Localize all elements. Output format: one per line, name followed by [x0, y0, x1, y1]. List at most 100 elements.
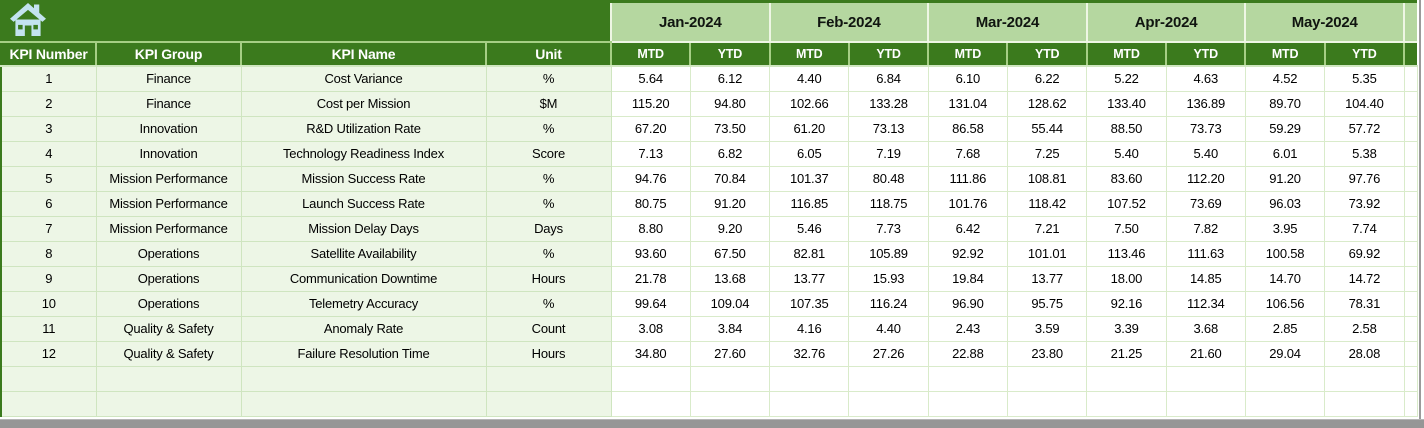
- cell-unit[interactable]: Days: [485, 215, 612, 242]
- cell-value[interactable]: 70.84: [689, 165, 771, 192]
- cell-value[interactable]: 34.80: [610, 340, 691, 367]
- cell-value[interactable]: 2.58: [1324, 315, 1405, 342]
- cell-value[interactable]: 7.21: [1006, 215, 1088, 242]
- cell-value[interactable]: 73.69: [1165, 190, 1246, 217]
- cell-value[interactable]: 73.50: [689, 115, 771, 142]
- cell-name[interactable]: Cost per Mission: [240, 90, 487, 117]
- cell-value[interactable]: 3.95: [1244, 215, 1326, 242]
- cell-value[interactable]: 133.28: [848, 90, 929, 117]
- cell-value[interactable]: 6.42: [927, 215, 1008, 242]
- cell-value[interactable]: 13.77: [769, 265, 850, 292]
- cell-num[interactable]: 1: [0, 65, 97, 92]
- cell-value[interactable]: 27.60: [689, 340, 771, 367]
- sub-header-ytd-3[interactable]: YTD: [1006, 42, 1087, 67]
- cell-value[interactable]: 13.68: [689, 265, 771, 292]
- cell-value[interactable]: 99.64: [610, 290, 691, 317]
- cell-unit[interactable]: %: [485, 65, 612, 92]
- cell-value[interactable]: 4.16: [769, 315, 850, 342]
- cell-value[interactable]: 8.80: [610, 215, 691, 242]
- cell-value[interactable]: 7.68: [927, 140, 1008, 167]
- sub-header-ytd-2[interactable]: YTD: [847, 42, 929, 67]
- cell-group[interactable]: Quality & Safety: [95, 340, 242, 367]
- cell-group[interactable]: Operations: [95, 240, 242, 267]
- cell-num[interactable]: 3: [0, 115, 97, 142]
- cell-group[interactable]: Mission Performance: [95, 190, 242, 217]
- cell-value[interactable]: 100.58: [1244, 240, 1326, 267]
- cell-num[interactable]: 4: [0, 140, 97, 167]
- sub-header-ytd-1[interactable]: YTD: [689, 42, 770, 67]
- cell-value[interactable]: 7.50: [1086, 215, 1167, 242]
- cell-value[interactable]: 59.29: [1244, 115, 1326, 142]
- sub-header-ytd-5[interactable]: YTD: [1323, 42, 1405, 67]
- cell-value[interactable]: 4.40: [848, 315, 929, 342]
- cell-group[interactable]: Mission Performance: [95, 165, 242, 192]
- cell-value[interactable]: 5.35: [1324, 65, 1405, 92]
- empty-cell[interactable]: [1244, 390, 1326, 417]
- cell-value[interactable]: 6.10: [927, 65, 1008, 92]
- empty-cell[interactable]: [95, 390, 242, 417]
- month-header-1[interactable]: Jan-2024: [610, 1, 770, 43]
- cell-value[interactable]: 22.88: [927, 340, 1008, 367]
- month-header-3[interactable]: Mar-2024: [927, 1, 1087, 43]
- cell-value[interactable]: 5.64: [610, 65, 691, 92]
- cell-value[interactable]: 107.52: [1086, 190, 1167, 217]
- empty-cell[interactable]: [848, 365, 929, 392]
- cell-unit[interactable]: %: [485, 240, 612, 267]
- cell-value[interactable]: 82.81: [769, 240, 850, 267]
- sub-header-ytd-4[interactable]: YTD: [1165, 42, 1246, 67]
- sub-header-mtd-4[interactable]: MTD: [1085, 42, 1167, 67]
- cell-value[interactable]: 111.86: [927, 165, 1008, 192]
- cell-value[interactable]: 21.78: [610, 265, 691, 292]
- cell-group[interactable]: Finance: [95, 65, 242, 92]
- cell-unit[interactable]: Hours: [485, 340, 612, 367]
- sub-header-mtd-5[interactable]: MTD: [1244, 42, 1325, 67]
- cell-value[interactable]: 57.72: [1324, 115, 1405, 142]
- cell-num[interactable]: 7: [0, 215, 97, 242]
- cell-value[interactable]: 116.85: [769, 190, 850, 217]
- cell-value[interactable]: 7.13: [610, 140, 691, 167]
- cell-value[interactable]: 3.68: [1165, 315, 1246, 342]
- cell-value[interactable]: 95.75: [1006, 290, 1088, 317]
- cell-value[interactable]: 9.20: [689, 215, 771, 242]
- cell-name[interactable]: Telemetry Accuracy: [240, 290, 487, 317]
- cell-num[interactable]: 2: [0, 90, 97, 117]
- cell-value[interactable]: 6.12: [689, 65, 771, 92]
- cell-name[interactable]: Satellite Availability: [240, 240, 487, 267]
- cell-value[interactable]: 67.20: [610, 115, 691, 142]
- cell-value[interactable]: 92.16: [1086, 290, 1167, 317]
- cell-value[interactable]: 14.85: [1165, 265, 1246, 292]
- cell-group[interactable]: Operations: [95, 265, 242, 292]
- cell-unit[interactable]: Score: [485, 140, 612, 167]
- cell-value[interactable]: 4.40: [769, 65, 850, 92]
- cell-value[interactable]: 128.62: [1006, 90, 1088, 117]
- cell-value[interactable]: 96.03: [1244, 190, 1326, 217]
- cell-value[interactable]: 101.01: [1006, 240, 1088, 267]
- cell-value[interactable]: 101.76: [927, 190, 1008, 217]
- cell-value[interactable]: 86.58: [927, 115, 1008, 142]
- cell-name[interactable]: Communication Downtime: [240, 265, 487, 292]
- cell-value[interactable]: 5.40: [1086, 140, 1167, 167]
- cell-num[interactable]: 10: [0, 290, 97, 317]
- cell-value[interactable]: 4.63: [1165, 65, 1246, 92]
- home-button[interactable]: [9, 3, 49, 37]
- cell-unit[interactable]: %: [485, 115, 612, 142]
- cell-value[interactable]: 55.44: [1006, 115, 1088, 142]
- empty-cell[interactable]: [485, 365, 612, 392]
- empty-cell[interactable]: [1006, 390, 1088, 417]
- column-header-1[interactable]: KPI Number: [1, 42, 96, 67]
- cell-value[interactable]: 136.89: [1165, 90, 1246, 117]
- cell-unit[interactable]: Hours: [485, 265, 612, 292]
- cell-value[interactable]: 7.82: [1165, 215, 1246, 242]
- cell-value[interactable]: 73.73: [1165, 115, 1246, 142]
- cell-value[interactable]: 19.84: [927, 265, 1008, 292]
- cell-value[interactable]: 5.46: [769, 215, 850, 242]
- cell-value[interactable]: 3.39: [1086, 315, 1167, 342]
- empty-cell[interactable]: [927, 365, 1008, 392]
- cell-value[interactable]: 2.43: [927, 315, 1008, 342]
- cell-value[interactable]: 108.81: [1006, 165, 1088, 192]
- cell-value[interactable]: 5.38: [1324, 140, 1405, 167]
- cell-name[interactable]: Cost Variance: [240, 65, 487, 92]
- cell-name[interactable]: Anomaly Rate: [240, 315, 487, 342]
- empty-cell[interactable]: [1165, 390, 1246, 417]
- cell-value[interactable]: 29.04: [1244, 340, 1326, 367]
